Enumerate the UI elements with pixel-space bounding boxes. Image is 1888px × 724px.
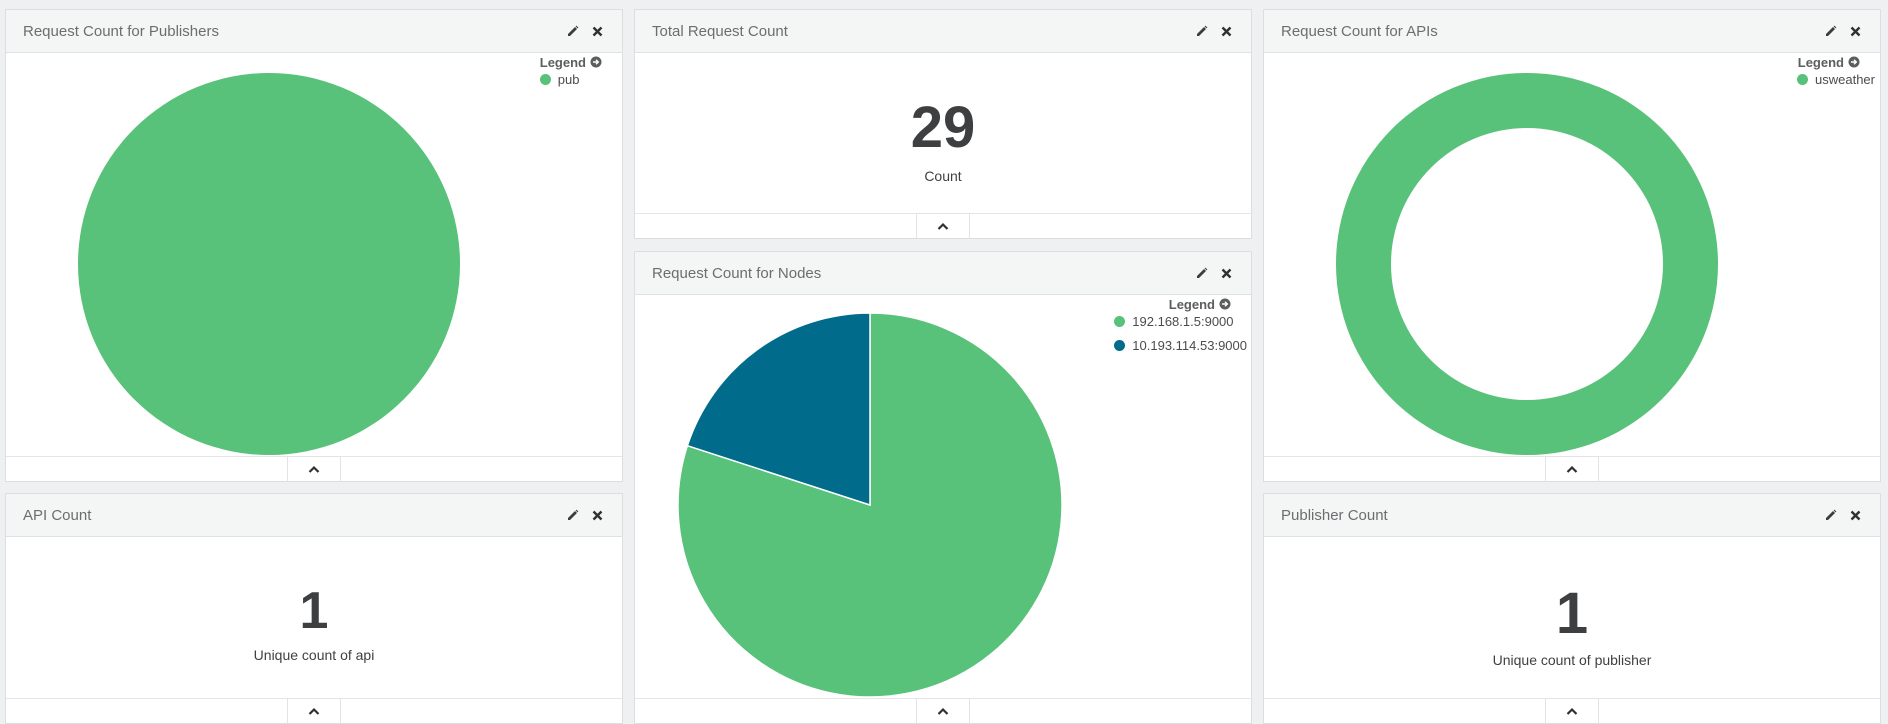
- arrow-right-circle-icon: [1848, 56, 1860, 68]
- legend-toggle[interactable]: Legend: [1797, 54, 1860, 70]
- panel-footer: [635, 213, 1251, 238]
- legend-swatch: [1114, 339, 1126, 351]
- panel-header: Total Request Count: [635, 10, 1251, 53]
- close-icon[interactable]: [1219, 264, 1233, 282]
- panel-footer: [1264, 698, 1880, 723]
- collapse-button[interactable]: [916, 213, 970, 238]
- collapse-button[interactable]: [1545, 698, 1599, 723]
- metric-label: Unique count of publisher: [1492, 652, 1652, 668]
- panel-total-request-count: Total Request Count 29 Count: [634, 9, 1252, 239]
- donut-hole: [1391, 128, 1663, 400]
- panel-header: API Count: [6, 494, 622, 537]
- legend-toggle[interactable]: Legend: [540, 54, 602, 70]
- panel-title: Request Count for APIs: [1281, 23, 1438, 40]
- chevron-up-icon: [937, 707, 949, 715]
- chevron-up-icon: [937, 222, 949, 230]
- chevron-up-icon: [308, 707, 320, 715]
- legend-item: 10.193.114.53:9000: [1114, 337, 1247, 353]
- chevron-up-icon: [1566, 707, 1578, 715]
- close-icon[interactable]: [1219, 22, 1233, 40]
- collapse-button[interactable]: [287, 698, 341, 723]
- close-icon[interactable]: [590, 506, 604, 524]
- panel-apis: Request Count for APIs Legend usweather: [1263, 9, 1881, 482]
- legend-label: pub: [557, 71, 580, 87]
- metric-value: 1: [299, 582, 329, 640]
- legend-toggle[interactable]: Legend: [1114, 296, 1231, 312]
- legend-swatch: [1114, 315, 1126, 327]
- panel-header: Request Count for Nodes: [635, 252, 1251, 295]
- legend-item: pub: [539, 71, 602, 87]
- arrow-right-circle-icon: [590, 56, 602, 68]
- panel-header: Publisher Count: [1264, 494, 1880, 537]
- legend-label: 10.193.114.53:9000: [1132, 337, 1247, 353]
- panel-footer: [1264, 456, 1880, 481]
- legend: Legend 192.168.1.5:9000 10.193.114.53:90…: [1114, 296, 1247, 353]
- panel-header: Request Count for APIs: [1264, 10, 1880, 53]
- pie-chart: [78, 73, 460, 455]
- panel-title: API Count: [23, 507, 92, 524]
- pencil-icon[interactable]: [1195, 22, 1209, 40]
- pencil-icon[interactable]: [1824, 506, 1838, 524]
- pencil-icon[interactable]: [1195, 264, 1209, 282]
- close-icon[interactable]: [590, 22, 604, 40]
- legend-label: 192.168.1.5:9000: [1132, 313, 1234, 329]
- legend-swatch: [539, 73, 551, 85]
- legend-label: usweather: [1815, 71, 1875, 87]
- panel-title: Publisher Count: [1281, 507, 1388, 524]
- metric-value: 1: [1555, 581, 1589, 646]
- pencil-icon[interactable]: [566, 506, 580, 524]
- chevron-up-icon: [1566, 465, 1578, 473]
- pie-slice-pub[interactable]: [78, 73, 460, 455]
- legend-item: 192.168.1.5:9000: [1114, 313, 1247, 329]
- panel-publishers: Request Count for Publishers Legend pub: [5, 9, 623, 482]
- panel-header: Request Count for Publishers: [6, 10, 622, 53]
- panel-title: Request Count for Publishers: [23, 23, 219, 40]
- arrow-right-circle-icon: [1219, 298, 1231, 310]
- collapse-button[interactable]: [916, 698, 970, 723]
- pencil-icon[interactable]: [566, 22, 580, 40]
- metric-value: 29: [910, 95, 976, 160]
- pie-slice-10-193-114-53-9000[interactable]: [686, 312, 871, 507]
- donut-chart: [1336, 73, 1718, 455]
- panel-nodes: Request Count for Nodes Legend 192.168.1…: [634, 251, 1252, 724]
- legend: Legend usweather: [1797, 54, 1875, 87]
- legend: Legend pub: [539, 54, 602, 87]
- collapse-button[interactable]: [1545, 456, 1599, 481]
- legend-title: Legend: [539, 54, 586, 70]
- panel-footer: [6, 456, 622, 481]
- close-icon[interactable]: [1848, 506, 1862, 524]
- panel-api-count: API Count 1 Unique count of api: [5, 493, 623, 724]
- pencil-icon[interactable]: [1824, 22, 1838, 40]
- metric-label: Count: [924, 168, 962, 184]
- collapse-button[interactable]: [287, 456, 341, 481]
- panel-publisher-count: Publisher Count 1 Unique count of publis…: [1263, 493, 1881, 724]
- panel-footer: [6, 698, 622, 723]
- panel-title: Request Count for Nodes: [652, 265, 822, 282]
- legend-title: Legend: [1168, 296, 1215, 312]
- legend-swatch: [1797, 73, 1809, 85]
- pie-chart: [677, 312, 1063, 698]
- metric-label: Unique count of api: [253, 647, 375, 663]
- chevron-up-icon: [308, 465, 320, 473]
- legend-item: usweather: [1797, 71, 1875, 87]
- legend-title: Legend: [1797, 54, 1844, 70]
- panel-title: Total Request Count: [652, 23, 788, 40]
- close-icon[interactable]: [1848, 22, 1862, 40]
- panel-footer: [635, 698, 1251, 723]
